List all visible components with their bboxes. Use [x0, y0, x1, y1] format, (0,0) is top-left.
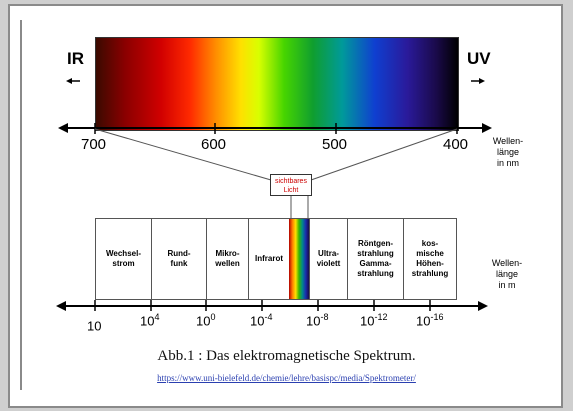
- visible-light-label-line: sichtbares: [275, 178, 307, 185]
- ir-arrow-head: [66, 78, 72, 84]
- region-label-line: wellen: [215, 259, 240, 268]
- region-cell-roentgen-gamma: Röntgen- strahlung Gamma- strahlung: [347, 218, 403, 300]
- m-tick-label: 10: [87, 316, 101, 333]
- region-label-line: Röntgen-: [357, 239, 394, 248]
- region-cell-kosmische-hoehenstrahlung: kos- mische Höhen- strahlung: [403, 218, 457, 300]
- m-tick-label: 10-16: [416, 312, 443, 328]
- region-label-line: Mikro-: [215, 249, 240, 258]
- m-axis-left-arrow: [56, 301, 66, 311]
- m-tick-exp: -8: [320, 312, 329, 322]
- zoom-line-right: [310, 128, 458, 181]
- visible-spectrum-bar: [95, 37, 459, 131]
- region-label-line: strom: [112, 259, 135, 268]
- region-label-line: Ultra-: [318, 249, 339, 258]
- region-visible-spectrum: [289, 218, 309, 300]
- m-tick-exp: -16: [430, 312, 444, 322]
- nm-axis-right-arrow: [482, 123, 492, 133]
- axis-label-nm-line: länge: [496, 147, 520, 157]
- region-label-line: strahlung: [357, 249, 394, 258]
- region-label-line: Wechsel-: [106, 249, 141, 258]
- region-cell-infrarot: Infrarot: [248, 218, 289, 300]
- m-tick-base: 10: [196, 313, 211, 329]
- region-label-line: mische: [416, 249, 444, 258]
- axis-label-m-line: in m: [498, 280, 516, 290]
- region-cell-rundfunk: Rund-funk: [151, 218, 206, 300]
- m-tick-exp: 0: [210, 312, 216, 322]
- axis-label-m-line: länge: [495, 269, 519, 279]
- region-cell-mikrowellen: Mikro-wellen: [206, 218, 248, 300]
- region-label-line: Gamma-: [359, 259, 392, 268]
- region-label-line: violett: [316, 259, 341, 268]
- region-cell-ultraviolett: Ultra-violett: [309, 218, 347, 300]
- ir-label: IR: [67, 49, 84, 68]
- nm-tick-label-600: 600: [201, 136, 227, 153]
- m-tick-label: 10-8: [306, 312, 328, 328]
- m-tick-base: 10: [306, 313, 321, 329]
- region-label-line: Rund-: [167, 249, 191, 258]
- axis-label-m: Wellen- länge in m: [484, 258, 530, 291]
- region-label-line: Infrarot: [255, 254, 283, 263]
- region-cell-wechselstrom: Wechsel-strom: [95, 218, 151, 300]
- m-tick-label: 10-12: [360, 312, 387, 328]
- region-label-line: funk: [170, 259, 188, 268]
- axis-label-nm: Wellen- länge in nm: [485, 136, 531, 169]
- m-axis-right-arrow: [478, 301, 488, 311]
- m-tick-exp: 4: [154, 312, 160, 322]
- m-tick-base: 10: [140, 313, 155, 329]
- m-tick-label: 100: [196, 312, 215, 328]
- m-tick-base: 10: [87, 318, 102, 334]
- nm-tick-label-400: 400: [443, 136, 469, 153]
- nm-axis-left-arrow: [58, 123, 68, 133]
- m-tick-label: 104: [140, 312, 159, 328]
- region-label-line: strahlung: [411, 269, 449, 278]
- visible-light-label-line: Licht: [283, 187, 299, 194]
- axis-label-m-line: Wellen-: [491, 258, 523, 268]
- uv-arrow-head: [479, 78, 485, 84]
- zoom-line-left: [94, 128, 272, 181]
- m-tick-base: 10: [416, 313, 431, 329]
- axis-label-nm-line: in nm: [496, 158, 519, 168]
- uv-label: UV: [467, 49, 491, 68]
- m-tick-exp: -12: [374, 312, 388, 322]
- region-label-line: Höhen-: [416, 259, 444, 268]
- m-tick-label: 10-4: [250, 312, 272, 328]
- source-link[interactable]: https://www.uni-bielefeld.de/chemie/lehr…: [157, 373, 416, 383]
- left-border-line: [20, 20, 22, 390]
- region-label-line: kos-: [421, 239, 439, 248]
- axis-label-nm-line: Wellen-: [492, 136, 524, 146]
- nm-tick-label-500: 500: [322, 136, 348, 153]
- visible-light-box: sichtbares Licht: [270, 174, 312, 196]
- nm-tick-label-700: 700: [81, 136, 107, 153]
- m-tick-exp: -4: [264, 312, 273, 322]
- m-tick-base: 10: [360, 313, 375, 329]
- region-label-line: strahlung: [357, 269, 394, 278]
- figure-caption: Abb.1 : Das elektromagnetische Spektrum.: [157, 348, 416, 364]
- m-tick-base: 10: [250, 313, 265, 329]
